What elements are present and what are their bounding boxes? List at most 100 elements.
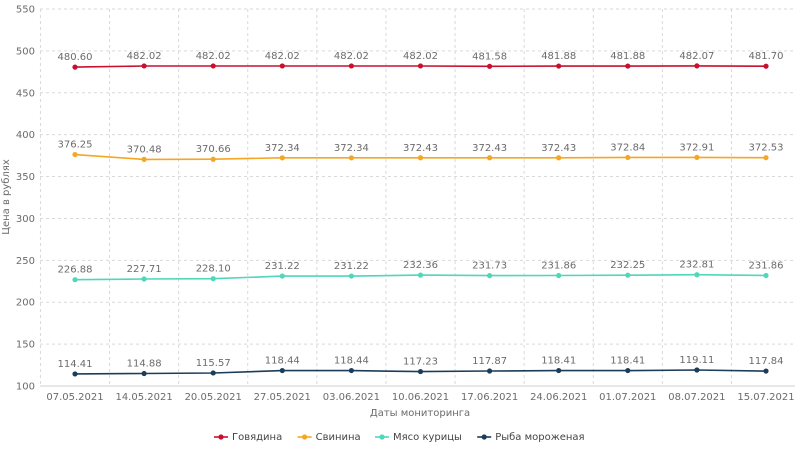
data-point (210, 63, 216, 69)
data-label: 115.57 (196, 358, 231, 369)
data-label: 117.84 (749, 356, 784, 367)
data-label: 232.81 (679, 260, 714, 271)
data-label: 372.53 (749, 143, 784, 154)
data-point (72, 64, 78, 70)
data-label: 231.22 (265, 261, 300, 272)
legend-marker (379, 434, 385, 440)
x-tick-label: 07.05.2021 (46, 392, 103, 403)
legend-item[interactable]: Рыба мороженая (477, 432, 585, 443)
x-tick-label: 01.07.2021 (599, 392, 656, 403)
data-point (556, 367, 562, 374)
data-point (141, 156, 147, 162)
legend-label: Говядина (232, 432, 282, 443)
series-group (72, 63, 769, 377)
y-tick-label: 350 (16, 172, 35, 183)
data-point (348, 155, 354, 161)
x-tick-label: 20.05.2021 (185, 392, 242, 403)
data-point (417, 63, 424, 69)
data-point (694, 367, 700, 373)
y-tick-label: 300 (16, 214, 35, 225)
data-label: 482.07 (679, 51, 714, 62)
data-label: 482.02 (127, 51, 162, 62)
data-label: 226.88 (58, 265, 93, 276)
data-label: 482.02 (334, 51, 369, 62)
y-tick-label: 250 (16, 256, 35, 267)
data-point (763, 368, 769, 374)
data-label: 118.44 (334, 356, 369, 367)
legend-marker (481, 434, 487, 440)
data-point (417, 155, 424, 161)
data-label: 118.41 (610, 356, 645, 367)
y-axis-title: Цена в рублях (1, 159, 12, 235)
y-tick-label: 150 (16, 340, 35, 351)
x-tick-label: 08.07.2021 (668, 392, 725, 403)
legend-item[interactable]: Свинина (297, 432, 361, 443)
data-point (625, 63, 631, 69)
data-point (210, 276, 216, 282)
x-tick-label: 14.05.2021 (115, 392, 172, 403)
y-tick-label: 100 (16, 382, 35, 393)
data-point (141, 276, 147, 282)
data-point (487, 63, 493, 69)
legend-label: Мясо курицы (393, 432, 462, 443)
data-point (72, 151, 78, 158)
data-point (625, 154, 631, 161)
x-axis: 07.05.2021 14.05.2021 20.05.2021 27.05.2021… (40, 385, 795, 403)
data-point (694, 154, 700, 160)
data-label: 372.91 (679, 142, 714, 153)
data-label: 481.58 (472, 51, 507, 62)
y-tick-label: 400 (16, 130, 35, 141)
data-label: 370.66 (196, 144, 231, 155)
data-point (763, 272, 769, 279)
legend-item[interactable]: Говядина (214, 432, 282, 443)
data-label: 482.02 (265, 51, 300, 62)
data-point (348, 273, 354, 279)
y-tick-label: 550 (16, 5, 35, 16)
data-point (763, 155, 769, 161)
y-tick-label: 200 (16, 298, 35, 309)
x-tick-label: 10.06.2021 (392, 392, 449, 403)
data-label: 376.25 (58, 140, 93, 151)
data-label: 481.70 (749, 51, 784, 62)
data-point (487, 273, 493, 279)
data-point (625, 367, 631, 374)
data-label: 480.60 (58, 52, 93, 63)
data-labels: 480.60 482.02 482.02 482.02 482.02 482.02 481.… (58, 51, 784, 370)
data-label: 231.86 (541, 261, 576, 272)
legend-label: Рыба мороженая (495, 432, 584, 443)
data-point (487, 368, 493, 374)
data-point (141, 370, 147, 377)
data-label: 231.73 (472, 261, 507, 272)
data-label: 481.88 (541, 51, 576, 62)
data-label: 372.34 (265, 143, 300, 154)
data-label: 118.41 (541, 356, 576, 367)
data-point (72, 277, 78, 283)
x-axis-title: Даты мониторинга (370, 408, 470, 419)
legend-marker (218, 434, 224, 440)
data-label: 372.84 (610, 142, 645, 153)
data-point (141, 63, 147, 69)
data-label: 372.34 (334, 143, 369, 154)
y-tick-label: 450 (16, 88, 35, 99)
x-tick-label: 03.06.2021 (323, 392, 380, 403)
data-point (694, 272, 700, 278)
data-label: 227.71 (127, 264, 162, 275)
data-label: 482.02 (403, 51, 438, 62)
data-label: 372.43 (541, 143, 576, 154)
data-label: 119.11 (679, 355, 714, 366)
legend: Говядина Свинина Мясо курицы Рыба мороженая (214, 432, 585, 443)
legend-label: Свинина (316, 432, 361, 443)
data-point (625, 272, 631, 278)
x-tick-label: 27.05.2021 (254, 392, 311, 403)
data-point (72, 371, 78, 377)
data-label: 372.43 (472, 143, 507, 154)
data-point (279, 155, 285, 161)
data-point (279, 273, 285, 279)
data-label: 114.41 (58, 359, 93, 370)
x-tick-label: 15.07.2021 (737, 392, 794, 403)
data-label: 118.44 (265, 356, 300, 367)
data-point (556, 155, 562, 161)
legend-item[interactable]: Мясо курицы (375, 432, 462, 443)
legend-marker (302, 434, 308, 440)
data-label: 114.88 (127, 359, 162, 370)
